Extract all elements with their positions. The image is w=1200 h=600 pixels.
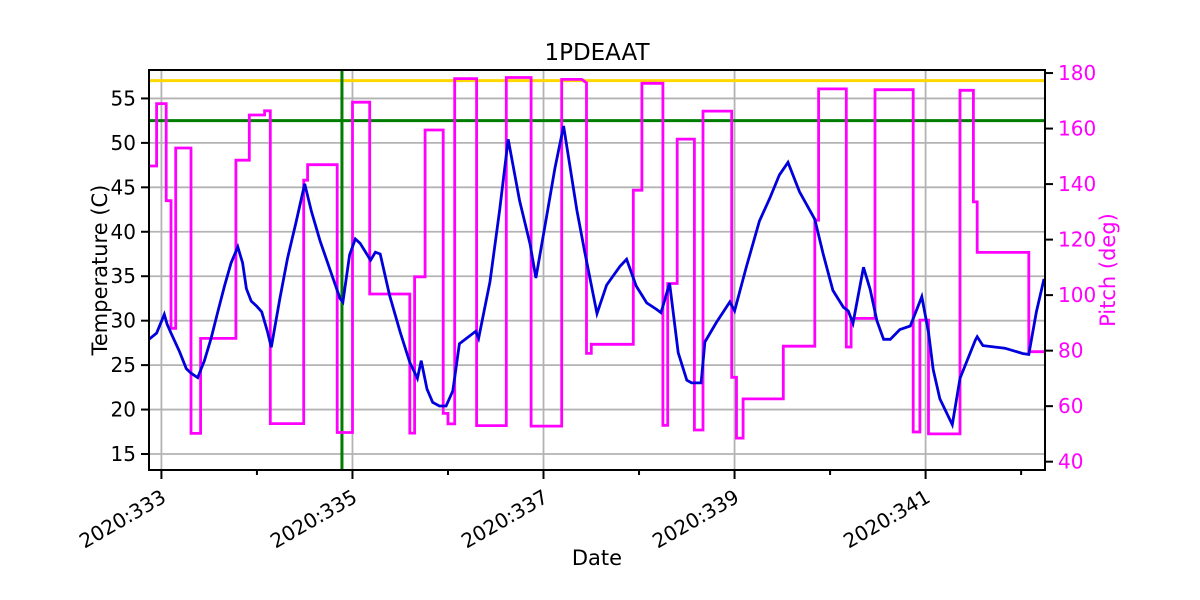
y-right-tick-label: 120 bbox=[1058, 228, 1096, 252]
y-right-tick-label: 40 bbox=[1058, 450, 1083, 474]
axes-frame bbox=[148, 69, 1046, 471]
y-left-tick-label: 30 bbox=[111, 309, 136, 333]
temperature-line bbox=[148, 125, 1046, 430]
y-right-tick-label: 160 bbox=[1058, 117, 1096, 141]
y-left-tick-label: 15 bbox=[111, 442, 136, 466]
y-right-tick-label: 80 bbox=[1058, 339, 1083, 363]
x-tick-label: 2020:339 bbox=[648, 485, 743, 554]
pitch-line bbox=[149, 76, 1045, 440]
y-right-tick-label: 180 bbox=[1058, 61, 1096, 85]
x-axis-label: Date bbox=[571, 546, 623, 570]
y-left-tick-label: 25 bbox=[111, 353, 136, 377]
y-left-tick-label: 50 bbox=[111, 131, 136, 155]
chart-title: 1PDEAAT bbox=[544, 40, 650, 66]
x-tick-label: 2020:337 bbox=[457, 485, 552, 554]
x-tick-label: 2020:341 bbox=[839, 485, 934, 554]
y-left-tick-label: 55 bbox=[111, 86, 136, 110]
y-axis-label-left: Temperature (C) bbox=[88, 184, 112, 356]
y-right-tick-label: 140 bbox=[1058, 172, 1096, 196]
y-right-tick-label: 60 bbox=[1058, 394, 1083, 418]
y-left-tick-label: 35 bbox=[111, 264, 136, 288]
y-left-tick-label: 20 bbox=[111, 398, 136, 422]
x-tick-label: 2020:333 bbox=[75, 485, 170, 554]
x-tick-label: 2020:335 bbox=[266, 485, 361, 554]
y-left-tick-label: 40 bbox=[111, 220, 136, 244]
y-axis-label-right: Pitch (deg) bbox=[1096, 213, 1120, 327]
y-left-tick-label: 45 bbox=[111, 175, 136, 199]
y-right-tick-label: 100 bbox=[1058, 283, 1096, 307]
